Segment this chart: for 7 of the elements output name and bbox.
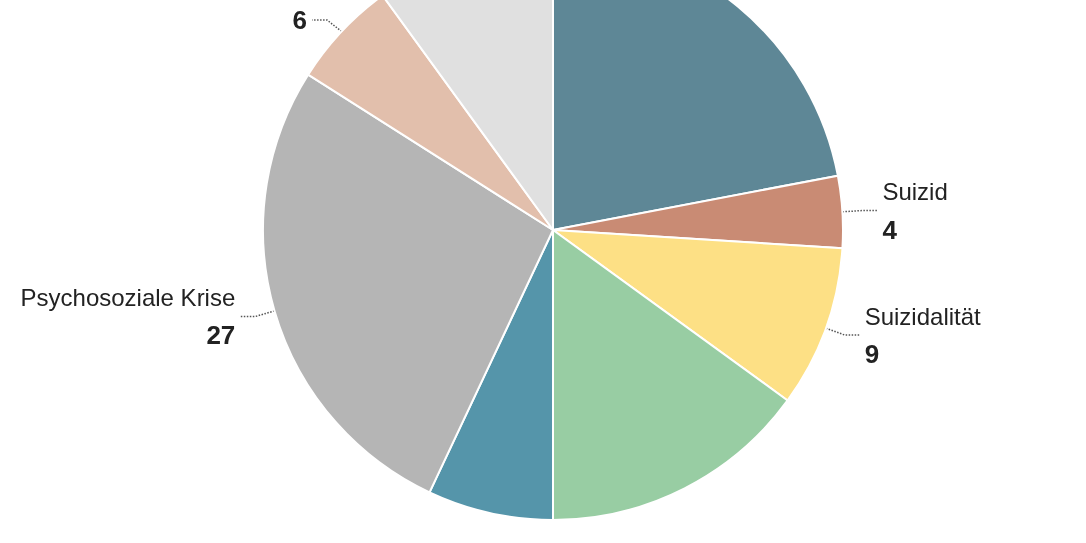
slice-label: Psychosoziale Krise <box>20 283 236 311</box>
slice-label: Suizid <box>882 178 948 206</box>
data-label: 27 <box>206 320 236 351</box>
slice-label: Suizidalität <box>864 302 982 330</box>
data-label: 4 <box>882 214 898 245</box>
data-label: 9 <box>864 339 880 370</box>
data-label: 6 <box>292 5 308 35</box>
